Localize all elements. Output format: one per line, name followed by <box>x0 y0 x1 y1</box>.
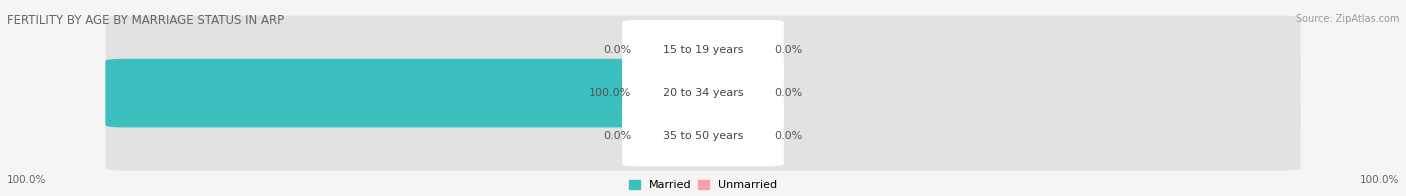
FancyBboxPatch shape <box>643 64 696 122</box>
Text: FERTILITY BY AGE BY MARRIAGE STATUS IN ARP: FERTILITY BY AGE BY MARRIAGE STATUS IN A… <box>7 14 284 27</box>
FancyBboxPatch shape <box>105 59 703 127</box>
FancyBboxPatch shape <box>621 63 785 123</box>
Text: 100.0%: 100.0% <box>589 88 631 98</box>
FancyBboxPatch shape <box>710 64 763 122</box>
Text: 15 to 19 years: 15 to 19 years <box>662 45 744 55</box>
Text: 0.0%: 0.0% <box>775 131 803 141</box>
Text: 0.0%: 0.0% <box>603 45 631 55</box>
Text: 100.0%: 100.0% <box>7 175 46 185</box>
Text: 0.0%: 0.0% <box>775 88 803 98</box>
FancyBboxPatch shape <box>710 21 763 79</box>
Text: 0.0%: 0.0% <box>775 45 803 55</box>
FancyBboxPatch shape <box>105 102 1301 171</box>
Text: 20 to 34 years: 20 to 34 years <box>662 88 744 98</box>
FancyBboxPatch shape <box>621 106 785 166</box>
Text: 35 to 50 years: 35 to 50 years <box>662 131 744 141</box>
Text: Source: ZipAtlas.com: Source: ZipAtlas.com <box>1295 14 1399 24</box>
FancyBboxPatch shape <box>105 59 1301 127</box>
Text: 0.0%: 0.0% <box>603 131 631 141</box>
Text: 100.0%: 100.0% <box>1360 175 1399 185</box>
FancyBboxPatch shape <box>643 21 696 79</box>
FancyBboxPatch shape <box>710 107 763 165</box>
FancyBboxPatch shape <box>621 20 785 80</box>
FancyBboxPatch shape <box>643 107 696 165</box>
Legend: Married, Unmarried: Married, Unmarried <box>628 180 778 191</box>
FancyBboxPatch shape <box>105 16 1301 84</box>
